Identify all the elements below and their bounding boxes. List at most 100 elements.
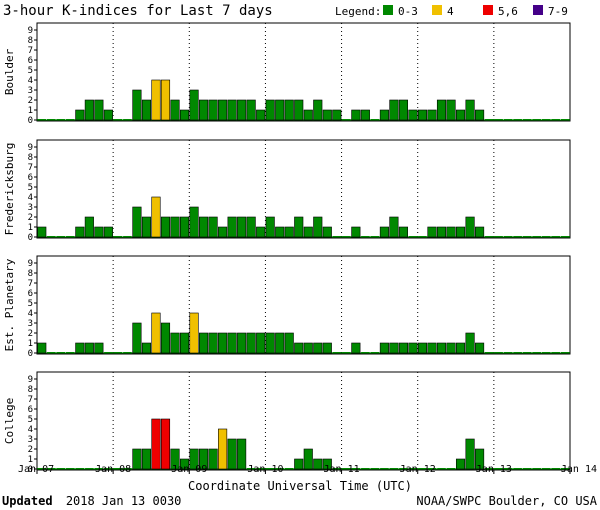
k-bar [408, 236, 418, 237]
x-tick-label: Jan 09 [171, 464, 207, 475]
k-bar [37, 119, 47, 120]
k-bar [503, 468, 513, 469]
panel-frame [36, 139, 571, 239]
k-bar [446, 468, 456, 469]
y-tick-label: 2 [28, 329, 33, 339]
k-bar [475, 342, 485, 354]
k-bar [160, 322, 171, 354]
k-bar [436, 99, 447, 121]
y-tick-label: 1 [28, 339, 33, 349]
k-bar [66, 236, 75, 237]
k-bar [342, 119, 351, 120]
k-bar [284, 332, 294, 354]
x-tick-label: Jan 07 [18, 464, 54, 475]
k-bar [503, 119, 513, 120]
k-bar [494, 119, 503, 120]
k-bar [170, 332, 180, 354]
k-bar [484, 468, 494, 469]
k-bar [522, 236, 532, 237]
x-tick-label: Jan 08 [95, 464, 131, 475]
k-bar [446, 342, 456, 354]
k-bar [218, 226, 228, 238]
k-bar [66, 468, 75, 469]
k-bar [141, 99, 152, 121]
legend-swatch-7-9 [533, 5, 543, 15]
x-tick-label: Jan 12 [400, 464, 436, 475]
k-bar [465, 438, 475, 470]
k-bar [380, 468, 389, 469]
k-bar [408, 109, 418, 121]
k-bar [66, 352, 75, 353]
k-bar [103, 109, 113, 121]
k-bar [132, 448, 142, 470]
y-tick-label: 4 [28, 76, 33, 86]
y-tick-label: 8 [28, 153, 33, 163]
k-bar [465, 332, 475, 354]
k-bar [37, 226, 47, 238]
panel-frame [36, 255, 571, 355]
k-bar [484, 352, 494, 353]
legend-swatch-0-3 [383, 5, 393, 15]
k-bar [256, 109, 266, 121]
y-tick-label: 2 [28, 445, 33, 455]
panels: 0123456789Boulder0123456789Fredericksbur… [3, 22, 571, 475]
y-tick-label: 6 [28, 173, 33, 183]
k-bar [332, 109, 342, 121]
k-bar [370, 236, 380, 237]
y-tick-label: 4 [28, 193, 33, 203]
k-bar [313, 216, 323, 238]
k-bar [275, 226, 285, 238]
chart-title: 3-hour K-indices for Last 7 days [3, 3, 273, 19]
updated-label: Updated [2, 494, 53, 508]
y-tick-label: 9 [28, 26, 33, 36]
k-bar [56, 119, 66, 120]
k-bar [551, 119, 560, 120]
k-bar [151, 312, 161, 354]
k-bar [361, 468, 370, 469]
panel-label-college: College [3, 398, 16, 444]
k-bar [541, 352, 551, 353]
k-bar [484, 119, 494, 120]
x-tick-label: Jan 10 [247, 464, 283, 475]
k-bar [475, 109, 485, 121]
legend-swatch-5-6 [483, 5, 493, 15]
k-bar [361, 236, 370, 237]
k-bar [208, 332, 218, 354]
k-bar [170, 99, 180, 121]
k-bar [541, 236, 551, 237]
k-bar [418, 236, 427, 237]
k-bar [303, 342, 313, 354]
k-bar [123, 468, 132, 469]
y-tick-label: 1 [28, 106, 33, 116]
y-tick-label: 5 [28, 415, 33, 425]
k-bar [541, 119, 551, 120]
k-bar [427, 468, 437, 469]
k-bar [294, 99, 304, 121]
k-bar [218, 332, 228, 354]
k-bar [560, 119, 570, 120]
legend: Legend: 0-3 4 5,6 7-9 [335, 5, 568, 18]
k-bar [75, 468, 85, 469]
x-tick-label: Jan 11 [324, 464, 360, 475]
k-bar [322, 226, 332, 238]
k-bar [455, 226, 466, 238]
y-tick-label: 0 [28, 465, 33, 475]
k-bar [227, 216, 237, 238]
k-bar [284, 226, 294, 238]
k-bar [66, 119, 75, 120]
k-bar [113, 352, 123, 353]
k-bar [237, 216, 247, 238]
k-bar [160, 418, 171, 470]
k-bar [284, 99, 294, 121]
k-bar [160, 216, 171, 238]
k-bar [123, 119, 132, 120]
k-bar [351, 226, 361, 238]
k-bar [237, 438, 247, 470]
k-bar [265, 216, 275, 238]
k-bar [513, 236, 522, 237]
k-bar [227, 332, 237, 354]
k-bar [189, 448, 199, 470]
y-tick-label: 0 [28, 349, 33, 359]
